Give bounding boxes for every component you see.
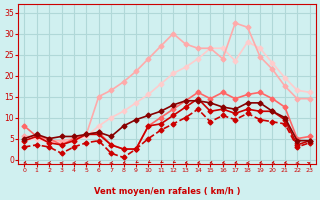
X-axis label: Vent moyen/en rafales ( km/h ): Vent moyen/en rafales ( km/h )	[94, 187, 240, 196]
